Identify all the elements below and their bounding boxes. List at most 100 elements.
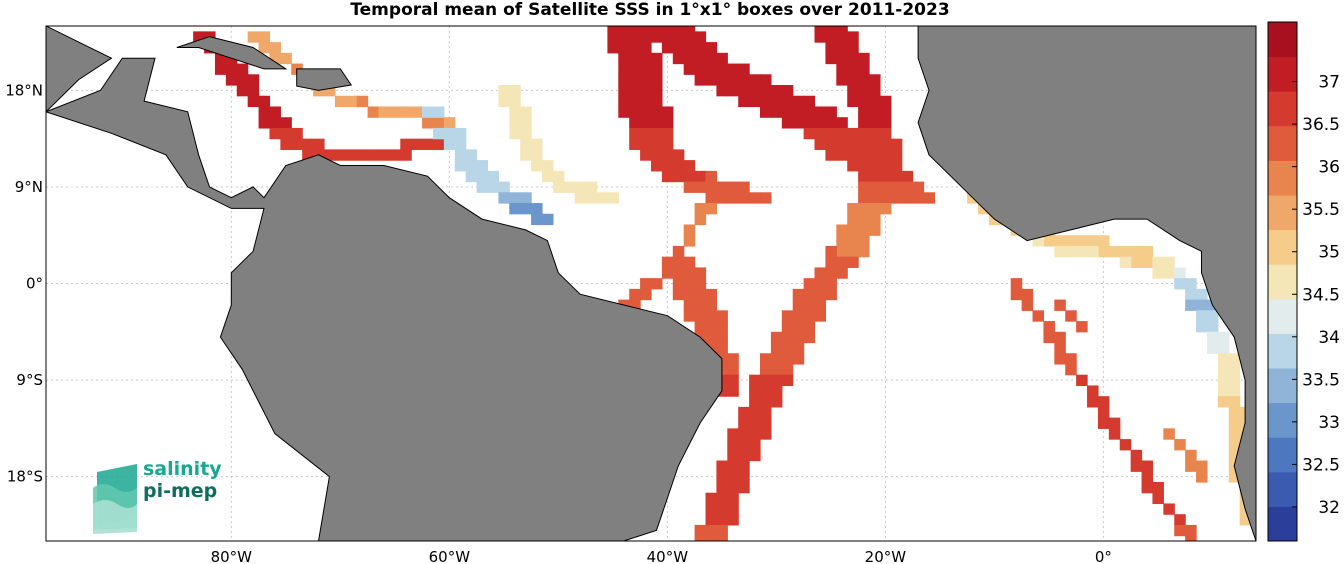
sss-cell [432,138,445,150]
sss-cell [781,331,794,344]
sss-cell [236,63,249,75]
sss-cell [1054,299,1066,311]
sss-cell [869,149,881,161]
colorbar-swatch [1268,437,1297,473]
sss-cell [334,95,347,108]
sss-cell [869,170,881,183]
sss-cell [1097,417,1110,429]
sss-cell [716,524,728,537]
sss-cell [432,127,445,140]
sss-cell [738,406,750,419]
sss-cell [847,63,859,75]
sss-cell [258,42,271,54]
sss-cell [1065,310,1077,322]
sss-cell [509,95,521,108]
sss-cell [705,63,718,75]
sss-cell [879,127,892,140]
sss-cell [716,331,728,344]
sss-cell [1043,321,1055,333]
sss-cell [247,74,260,86]
sss-cell [269,117,281,129]
sss-cell [1174,267,1186,279]
sss-cell [607,26,619,32]
sss-cell [1065,353,1077,365]
sss-cell [847,245,859,258]
lon-tick-label: 80°W [211,548,253,564]
sss-cell [629,127,641,140]
sss-cell [269,127,281,140]
sss-cell [803,288,816,301]
sss-cell [629,299,641,311]
colorbar-frame [1267,21,1298,542]
sss-cell [629,117,641,129]
sss-cell [258,117,271,129]
sss-cell [781,321,794,333]
sss-cell [607,192,619,204]
sss-cell [825,106,837,118]
sss-cell [552,181,565,193]
sss-cell [716,503,728,515]
sss-cell [640,31,652,43]
sss-cell [1228,449,1241,462]
sss-cell [640,85,652,97]
colorbar-swatch [1268,333,1297,369]
sss-cell [1185,460,1197,472]
sss-cell [792,106,805,118]
sss-cell [672,52,685,65]
colorbar-swatch [1268,22,1297,58]
sss-cell [760,106,772,118]
sss-cell [356,149,369,161]
sss-cell [629,31,641,43]
sss-cell [694,278,707,290]
sss-cell [640,117,652,129]
sss-cell [618,85,630,97]
sss-cell [1076,321,1088,333]
sss-cell [280,52,292,65]
sss-cell [1108,245,1121,258]
sss-cell [214,63,227,75]
colorbar-tick-label: 36 [1318,158,1340,178]
sss-cell [672,149,685,161]
lon-tick-label: 40°W [647,548,689,564]
sss-cell [531,203,543,215]
sss-cell [836,235,848,247]
map-frame [45,25,1257,542]
sss-cell [803,310,816,322]
sss-cell [1185,449,1197,462]
sss-cell [792,288,805,301]
axis-labels: 80°W 60°W 40°W 20°W 0° 18°N 9°N 0° 9°S 18°S [5,81,1112,564]
sss-cell [694,299,707,311]
sss-cell [705,52,718,65]
sss-cell [1065,363,1077,376]
sss-cell [1217,374,1230,387]
sss-cell [683,310,696,322]
sss-cell [705,42,718,54]
sss-cell [705,492,718,505]
colorbar-tick-label: 35.5 [1302,200,1340,220]
sss-cell [640,278,652,290]
sss-cell [760,396,772,408]
sss-cell [858,235,870,247]
sss-cell [901,181,914,193]
sss-cell [661,149,674,161]
sss-cell [923,192,936,204]
sss-cell [509,106,521,118]
sss-cell [1054,235,1066,247]
sss-cell [825,127,837,140]
sss-cell [694,170,707,183]
sss-cell [411,106,423,118]
sss-cell [858,181,870,193]
sss-cell [847,42,859,54]
sss-cell [890,160,903,172]
sss-cell [803,299,816,311]
sss-cell [716,321,728,333]
sss-cell [1010,278,1023,290]
sss-cell [770,385,783,397]
sss-cell [629,85,641,97]
sss-cell [672,160,685,172]
sss-cell [814,310,827,322]
sss-cell [901,192,914,204]
sss-cell [705,288,718,301]
sss-cell [443,127,456,140]
sss-cell [847,95,859,108]
